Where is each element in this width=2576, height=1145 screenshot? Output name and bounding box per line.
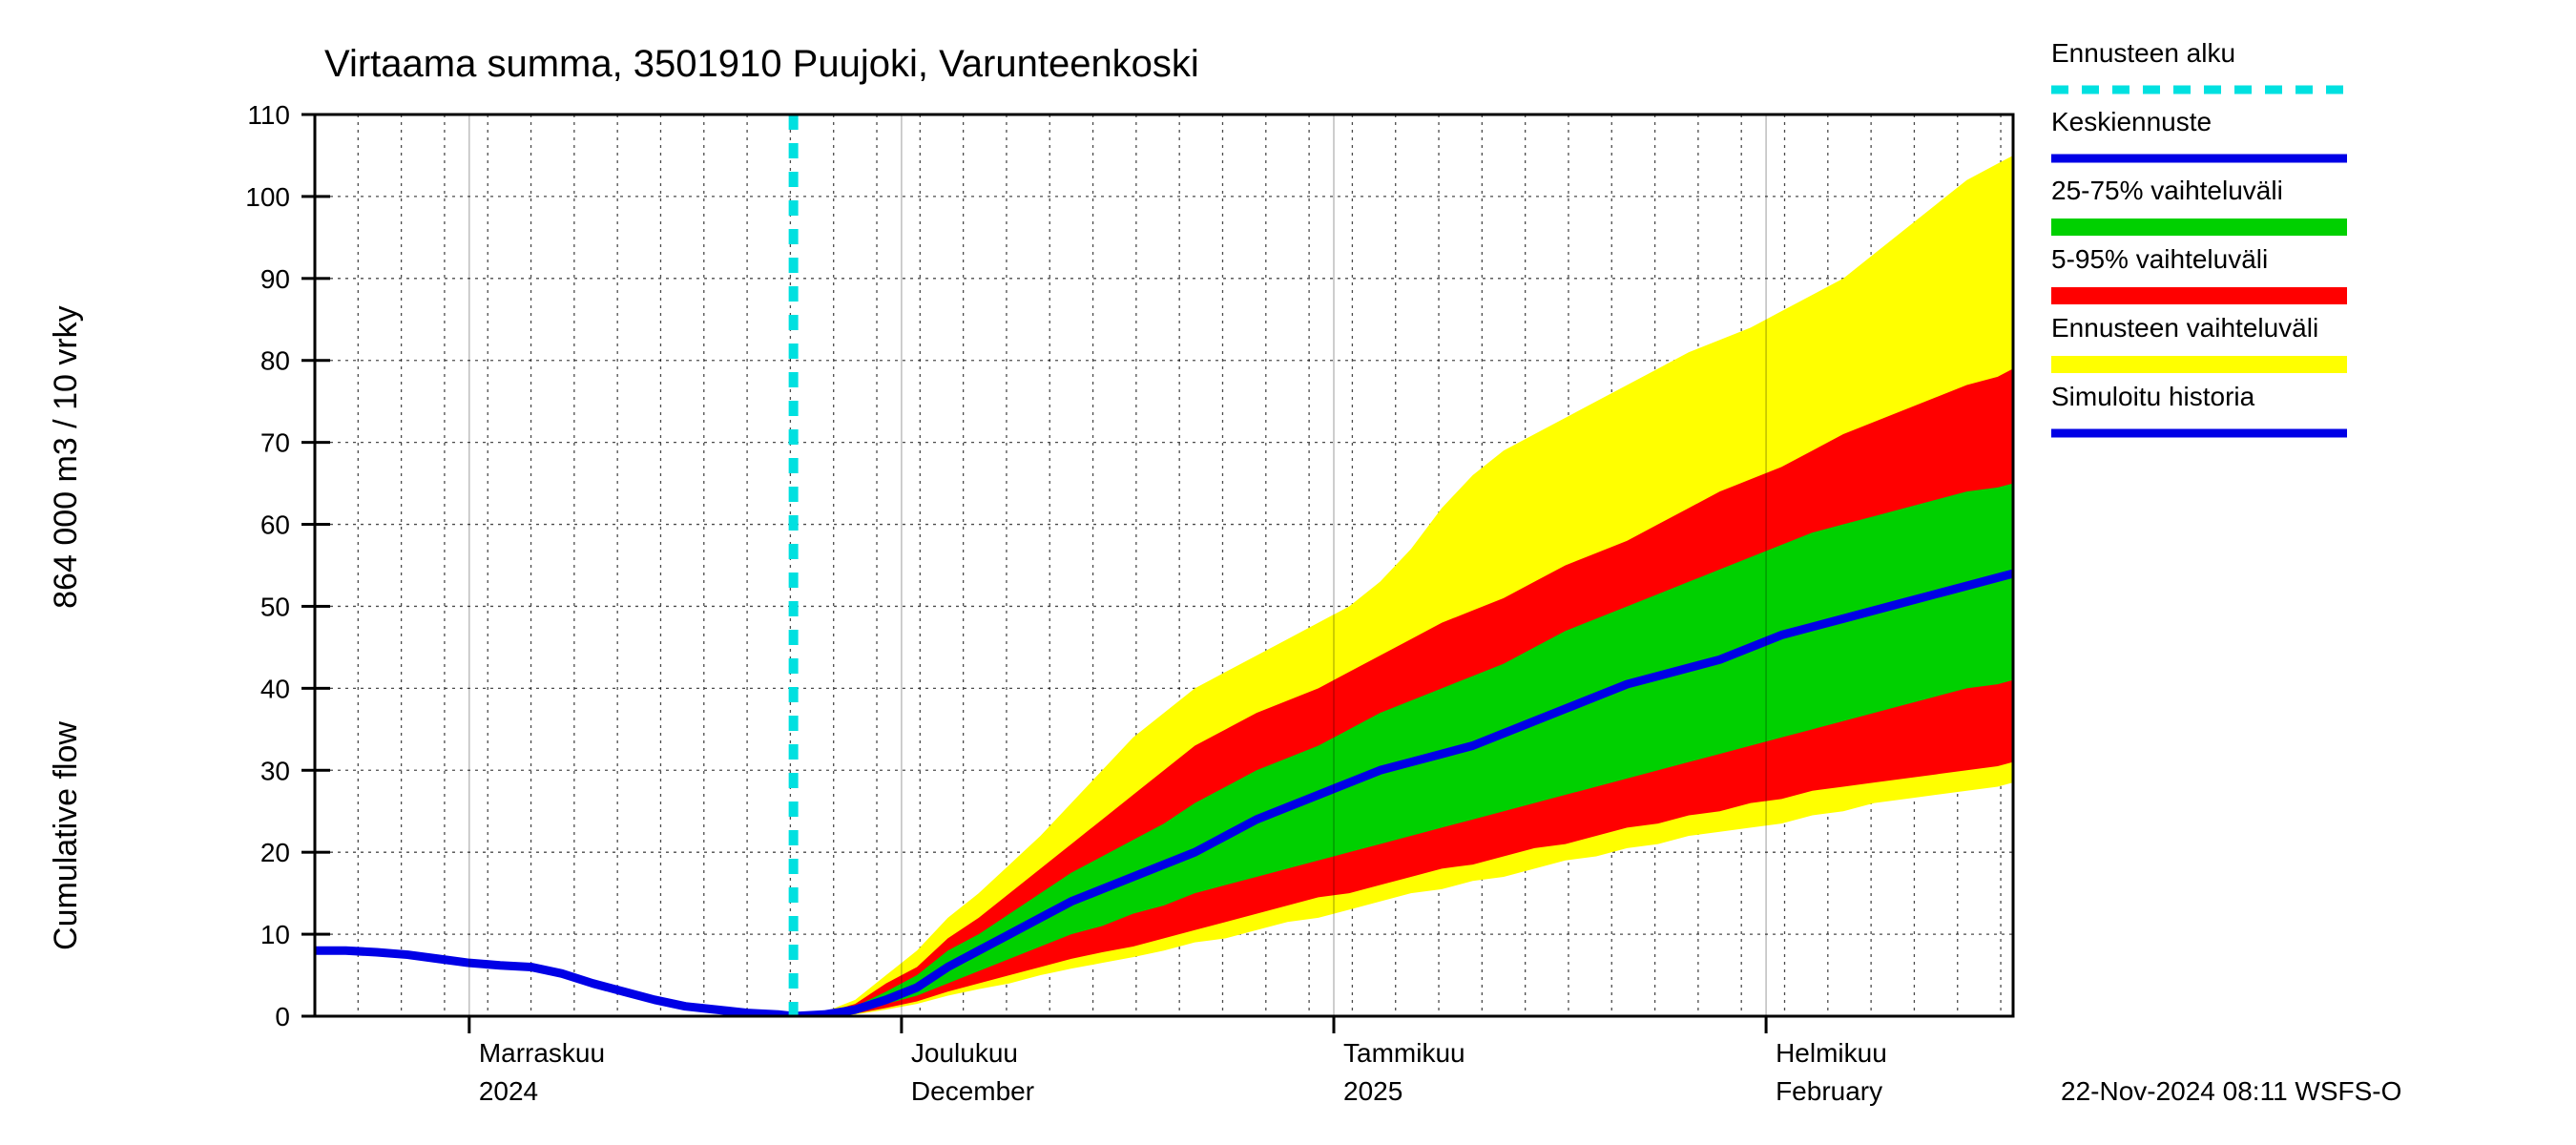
svg-text:Helmikuu: Helmikuu [1776, 1038, 1887, 1068]
svg-text:2024: 2024 [479, 1076, 538, 1106]
svg-text:80: 80 [260, 346, 290, 376]
svg-text:100: 100 [245, 182, 290, 212]
svg-text:40: 40 [260, 674, 290, 703]
svg-text:Joulukuu: Joulukuu [911, 1038, 1018, 1068]
svg-text:20: 20 [260, 838, 290, 867]
svg-text:10: 10 [260, 920, 290, 949]
footer-timestamp: 22-Nov-2024 08:11 WSFS-O [2061, 1076, 2401, 1106]
legend-label: Ennusteen alku [2051, 38, 2235, 68]
svg-text:Marraskuu: Marraskuu [479, 1038, 605, 1068]
legend-swatch [2051, 219, 2347, 236]
svg-text:2025: 2025 [1343, 1076, 1402, 1106]
svg-text:110: 110 [247, 100, 290, 130]
legend-label: Simuloitu historia [2051, 382, 2255, 411]
legend-swatch [2051, 356, 2347, 373]
legend-label: 5-95% vaihteluväli [2051, 244, 2268, 274]
svg-text:Tammikuu: Tammikuu [1343, 1038, 1465, 1068]
svg-text:70: 70 [260, 428, 290, 458]
ylabel-2: 864 000 m3 / 10 vrky [48, 305, 84, 609]
chart-title: Virtaama summa, 3501910 Puujoki, Varunte… [324, 43, 1199, 85]
flow-forecast-chart: 0 10 20 30 40 50 60 70 80 90 100 110 Marraskuu 2024 Jo… [0, 0, 2576, 1145]
legend-label: 25-75% vaihteluväli [2051, 176, 2283, 205]
svg-text:December: December [911, 1076, 1034, 1106]
svg-text:0: 0 [275, 1002, 290, 1031]
svg-text:February: February [1776, 1076, 1882, 1106]
ylabel-1: Cumulative flow [48, 721, 84, 950]
legend-label: Keskiennuste [2051, 107, 2212, 136]
legend-swatch [2051, 287, 2347, 304]
svg-text:30: 30 [260, 756, 290, 785]
svg-text:90: 90 [260, 264, 290, 294]
legend-label: Ennusteen vaihteluväli [2051, 313, 2318, 343]
svg-text:60: 60 [260, 510, 290, 540]
svg-text:50: 50 [260, 592, 290, 621]
